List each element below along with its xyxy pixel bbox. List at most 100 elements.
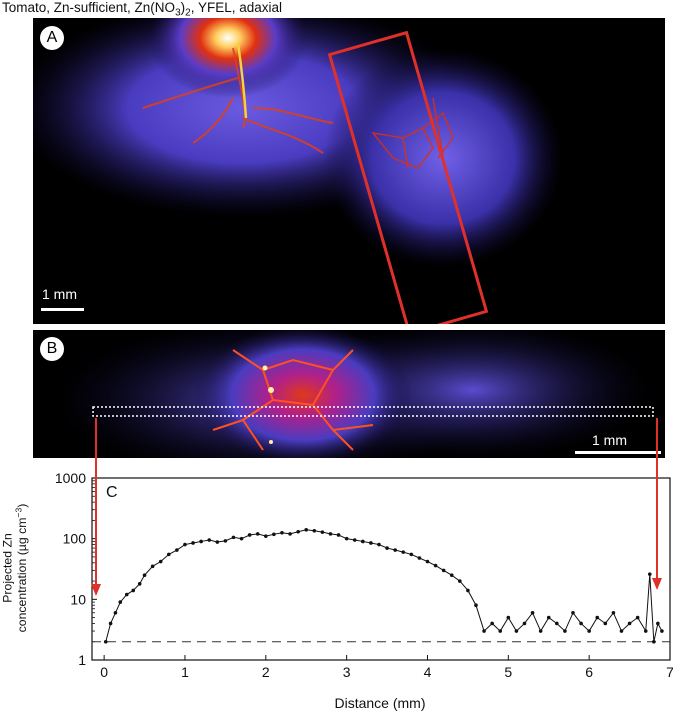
y-tick-label: 1 (78, 652, 86, 668)
data-point (369, 541, 373, 545)
y-tick-label: 10 (70, 591, 86, 607)
panel-a-label: A (40, 26, 64, 50)
profile-series (103, 528, 664, 644)
data-point (656, 621, 660, 626)
data-point (409, 552, 414, 557)
data-point (466, 588, 470, 593)
y-axis-title-end: ) (15, 504, 29, 508)
data-point (320, 530, 325, 534)
x-tick-label: 1 (181, 664, 189, 680)
data-point (247, 533, 252, 537)
data-point (449, 573, 454, 577)
data-point (103, 639, 108, 644)
data-point (272, 532, 276, 537)
data-point (555, 621, 559, 626)
data-point (458, 579, 462, 583)
data-point (166, 552, 171, 557)
data-point (538, 629, 543, 633)
panel-a-scale-bar (41, 308, 84, 311)
panel-b-scale-label: 1 mm (592, 432, 627, 448)
chart-axes (91, 477, 671, 661)
panel-b-scale-bar (575, 451, 661, 454)
data-point (522, 621, 527, 626)
data-point (137, 582, 142, 586)
data-point (288, 532, 292, 536)
data-point (579, 621, 583, 626)
y-axis-title-sup: −3 (13, 508, 23, 518)
caption-subscript: 3 (175, 7, 181, 19)
caption-part: ) (180, 0, 186, 15)
data-point (328, 532, 333, 536)
x-tick-label: 2 (262, 664, 270, 680)
data-point (231, 535, 236, 540)
data-point (401, 550, 406, 554)
data-point (643, 629, 648, 633)
data-point (611, 610, 616, 615)
data-point (571, 610, 575, 615)
data-point (514, 629, 519, 633)
x-tick-label: 7 (666, 664, 673, 680)
roi-box (327, 30, 489, 324)
y-axis-title: Projected Zn concentration (µg cm−3) (0, 504, 29, 633)
data-point (223, 539, 228, 543)
data-point (393, 548, 397, 552)
data-point (482, 629, 486, 633)
data-point (344, 536, 349, 541)
svg-text:concentration (µg cm−3): concentration (µg cm−3) (13, 504, 29, 633)
data-point (215, 540, 220, 544)
data-point (264, 534, 268, 538)
figure-caption: Tomato, Zn-sufficient, Zn(NO3)2, YFEL, a… (2, 0, 282, 19)
panel-a-map: A 1 mm (33, 18, 665, 324)
panel-b-map: B 1 mm (33, 330, 665, 458)
y-tick-label: 100 (63, 531, 87, 547)
caption-part: Tomato, Zn-sufficient, Zn(NO (2, 0, 176, 15)
data-point (377, 542, 381, 547)
data-point (142, 573, 147, 577)
panel-a-image (33, 18, 563, 324)
panel-a-scale-label: 1 mm (42, 286, 77, 302)
data-point (652, 639, 656, 644)
data-point (619, 629, 624, 633)
x-tick-label: 0 (100, 664, 108, 680)
data-point (131, 588, 136, 593)
data-point (280, 530, 284, 535)
data-point (113, 610, 118, 615)
data-point (352, 538, 357, 542)
data-point (417, 556, 422, 560)
data-point (175, 548, 179, 552)
data-point (336, 533, 341, 537)
data-point (595, 615, 600, 620)
data-point (183, 542, 187, 547)
panel-b-label: B (40, 337, 64, 361)
data-point (304, 528, 309, 532)
x-tick-label: 6 (585, 664, 593, 680)
data-point (490, 621, 494, 626)
data-point (158, 559, 163, 564)
data-point (587, 629, 591, 633)
data-point (603, 621, 608, 626)
data-point (150, 564, 155, 569)
data-point (312, 528, 317, 533)
data-point (361, 539, 365, 544)
caption-subscript: 2 (185, 7, 191, 19)
y-tick-label: 1000 (55, 470, 86, 486)
data-point (296, 529, 300, 534)
data-point (627, 621, 632, 626)
profile-box (92, 406, 654, 417)
data-point (563, 629, 567, 633)
data-point (108, 621, 113, 626)
data-point (207, 538, 212, 542)
data-point (191, 541, 195, 545)
data-point (239, 536, 244, 541)
y-axis-title-line1: Projected Zn (0, 533, 14, 603)
data-point (647, 572, 652, 576)
profile-line (105, 529, 663, 642)
x-tick-label: 5 (504, 664, 512, 680)
data-point (530, 610, 535, 615)
y-axis-title-line2: concentration (µg cm (15, 518, 29, 633)
data-point (506, 615, 511, 620)
data-point (660, 629, 664, 633)
data-point (124, 592, 129, 597)
